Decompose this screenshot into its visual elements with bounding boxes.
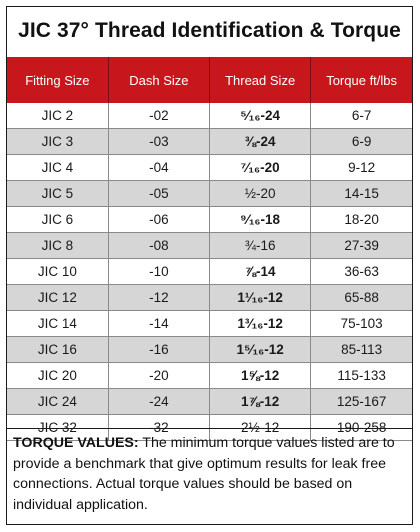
note-lead: TORQUE VALUES:: [13, 435, 139, 451]
cell-thread-size: 1³⁄₁₆-12: [208, 310, 311, 337]
cell-fitting-size: JIC 6: [7, 206, 109, 233]
cell-fitting-size: JIC 8: [7, 232, 109, 259]
table-row: JIC 8 -08 ¾-16 27-39: [7, 232, 412, 259]
table-row: JIC 24 -24 1⅞-12 125-167: [7, 388, 412, 415]
cell-fitting-size: JIC 2: [7, 103, 109, 129]
table-row: JIC 16 -16 1⁵⁄₁₆-12 85-113: [7, 336, 412, 363]
cell-torque: 75-103: [310, 310, 412, 337]
cell-dash-size: -16: [107, 336, 210, 363]
table-row: JIC 10 -10 ⅞-14 36-63: [7, 258, 412, 285]
table-row: JIC 6 -06 ⁹⁄₁₆-18 18-20: [7, 206, 412, 233]
header-torque: Torque ft/lbs: [310, 57, 412, 103]
cell-thread-size: ½-20: [208, 180, 311, 207]
cell-torque: 18-20: [310, 206, 412, 233]
table-header-row: Fitting Size Dash Size Thread Size Torqu…: [7, 57, 412, 103]
table-row: JIC 32 -32 2½-12 190-258: [7, 414, 412, 441]
cell-fitting-size: JIC 14: [7, 310, 109, 337]
cell-torque: 27-39: [310, 232, 412, 259]
cell-thread-size: ⅞-14: [208, 258, 311, 285]
torque-chart: JIC 37° Thread Identification & Torque F…: [6, 6, 413, 525]
cell-dash-size: -05: [107, 180, 210, 207]
cell-dash-size: -14: [107, 310, 210, 337]
cell-thread-size: ⅜-24: [208, 128, 311, 155]
cell-dash-size: -20: [107, 362, 210, 389]
cell-fitting-size: JIC 12: [7, 284, 109, 311]
cell-fitting-size: JIC 20: [7, 362, 109, 389]
cell-thread-size: 1⅞-12: [208, 388, 311, 415]
cell-thread-size: 1¹⁄₁₆-12: [208, 284, 311, 311]
cell-fitting-size: JIC 3: [7, 128, 109, 155]
header-dash-size: Dash Size: [107, 57, 210, 103]
cell-torque: 65-88: [310, 284, 412, 311]
thread-table: Fitting Size Dash Size Thread Size Torqu…: [7, 57, 412, 441]
table-row: JIC 20 -20 1⅝-12 115-133: [7, 362, 412, 389]
cell-dash-size: -03: [107, 128, 210, 155]
cell-dash-size: -12: [107, 284, 210, 311]
cell-torque: 115-133: [310, 362, 412, 389]
cell-fitting-size: JIC 16: [7, 336, 109, 363]
cell-fitting-size: JIC 4: [7, 154, 109, 181]
cell-fitting-size: JIC 32: [7, 414, 109, 441]
chart-title: JIC 37° Thread Identification & Torque: [18, 19, 401, 42]
cell-thread-size: 2½-12: [208, 414, 311, 441]
header-thread-size: Thread Size: [208, 57, 311, 103]
cell-torque: 36-63: [310, 258, 412, 285]
header-fitting-size: Fitting Size: [7, 57, 109, 103]
table-row: JIC 12 -12 1¹⁄₁₆-12 65-88: [7, 284, 412, 311]
cell-dash-size: -08: [107, 232, 210, 259]
cell-fitting-size: JIC 10: [7, 258, 109, 285]
cell-fitting-size: JIC 5: [7, 180, 109, 207]
table-row: JIC 14 -14 1³⁄₁₆-12 75-103: [7, 310, 412, 337]
cell-torque: 190-258: [310, 414, 412, 441]
cell-thread-size: 1⅝-12: [208, 362, 311, 389]
cell-dash-size: -24: [107, 388, 210, 415]
torque-note: TORQUE VALUES: The minimum torque values…: [7, 428, 412, 524]
table-row: JIC 4 -04 ⁷⁄₁₆-20 9-12: [7, 154, 412, 181]
cell-torque: 125-167: [310, 388, 412, 415]
cell-dash-size: -32: [107, 414, 210, 441]
cell-torque: 6-7: [310, 103, 412, 129]
cell-thread-size: ⁵⁄₁₆-24: [208, 103, 311, 129]
cell-thread-size: 1⁵⁄₁₆-12: [208, 336, 311, 363]
cell-dash-size: -10: [107, 258, 210, 285]
cell-torque: 9-12: [310, 154, 412, 181]
table-row: JIC 2 -02 ⁵⁄₁₆-24 6-7: [7, 103, 412, 129]
cell-torque: 14-15: [310, 180, 412, 207]
cell-dash-size: -06: [107, 206, 210, 233]
cell-dash-size: -04: [107, 154, 210, 181]
cell-dash-size: -02: [107, 103, 210, 129]
cell-fitting-size: JIC 24: [7, 388, 109, 415]
table-body: JIC 2 -02 ⁵⁄₁₆-24 6-7 JIC 3 -03 ⅜-24 6-9 JIC 4 -0…: [7, 103, 412, 441]
cell-thread-size: ⁹⁄₁₆-18: [208, 206, 311, 233]
note-body: The minimum torque values listed are to …: [13, 435, 395, 513]
table-row: JIC 3 -03 ⅜-24 6-9: [7, 128, 412, 155]
table-row: JIC 5 -05 ½-20 14-15: [7, 180, 412, 207]
cell-thread-size: ¾-16: [208, 232, 311, 259]
cell-thread-size: ⁷⁄₁₆-20: [208, 154, 311, 181]
cell-torque: 85-113: [310, 336, 412, 363]
cell-torque: 6-9: [310, 128, 412, 155]
